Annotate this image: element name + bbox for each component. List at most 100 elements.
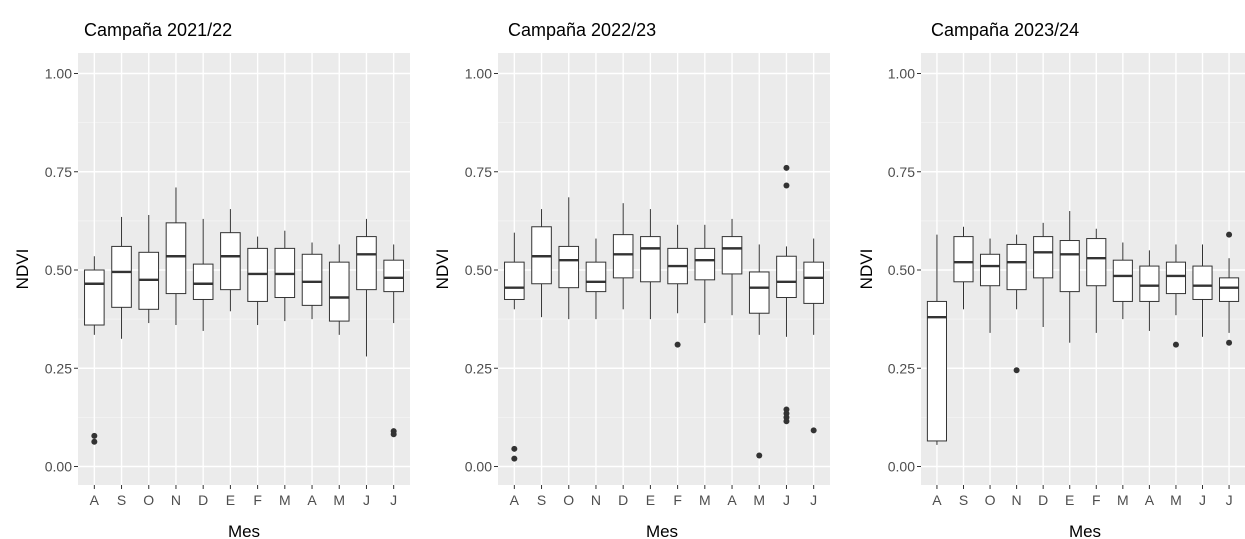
x-axis-title: Mes (1069, 522, 1101, 539)
box-body (1059, 240, 1080, 293)
outlier-point (783, 164, 790, 171)
box-body (776, 255, 797, 299)
outlier-point (810, 427, 817, 434)
box-body (1112, 259, 1133, 302)
panel-title: Campaña 2022/23 (508, 20, 656, 40)
panel-background (921, 53, 1245, 485)
box-body (585, 261, 607, 293)
x-tick-label: O (985, 492, 996, 508)
outlier-point (1226, 339, 1233, 346)
x-axis-title: Mes (646, 522, 678, 539)
box-7 (1086, 228, 1107, 333)
box-body (558, 245, 580, 289)
box-body (1033, 236, 1054, 279)
x-tick-label: J (390, 492, 397, 508)
box-1 (926, 234, 947, 445)
y-axis-title: NDVI (433, 249, 452, 290)
box-12 (803, 238, 824, 434)
panel-plot-area: 0.000.250.500.751.00A S O N D E F M A M J J (465, 53, 830, 508)
outlier-point (511, 455, 518, 462)
x-tick-label: A (307, 492, 317, 508)
box-12 (383, 244, 404, 438)
x-tick-label: J (1199, 492, 1206, 508)
outlier-point (390, 431, 397, 438)
y-tick-label: 0.00 (888, 459, 915, 475)
box-2 (111, 216, 132, 339)
box-9 (301, 242, 323, 320)
y-tick-label: 0.00 (45, 459, 72, 475)
box-body (383, 259, 404, 293)
box-7 (247, 236, 268, 326)
box-body (1192, 265, 1213, 300)
y-tick-label: 0.25 (465, 360, 492, 376)
x-axis-title: Mes (228, 522, 260, 539)
box-10 (328, 244, 350, 335)
box-body (504, 261, 525, 300)
x-tick-label: M (333, 492, 345, 508)
panel-title: Campaña 2021/22 (84, 20, 232, 40)
box-body (1139, 265, 1160, 302)
box-9 (721, 218, 743, 316)
x-tick-label: N (171, 492, 181, 508)
box-11 (1192, 244, 1213, 337)
panel-2023-24: 0.000.250.500.751.00A S O N D E F M A M J J Campaña… (857, 20, 1245, 539)
x-tick-label: E (646, 492, 655, 508)
x-tick-label: M (753, 492, 765, 508)
y-tick-label: 0.50 (888, 262, 915, 278)
x-tick-label: E (226, 492, 235, 508)
box-6 (1059, 211, 1080, 343)
box-body (1219, 277, 1240, 302)
box-body (165, 222, 187, 295)
box-5 (192, 218, 214, 331)
panel-title: Campaña 2023/24 (931, 20, 1079, 40)
y-tick-label: 0.25 (45, 360, 72, 376)
x-tick-label: F (673, 492, 682, 508)
box-body (192, 263, 214, 300)
box-body (748, 271, 770, 314)
box-body (612, 234, 634, 279)
x-tick-label: S (959, 492, 968, 508)
x-tick-label: A (932, 492, 942, 508)
x-tick-label: J (363, 492, 370, 508)
x-tick-label: J (810, 492, 817, 508)
box-5 (612, 203, 634, 310)
y-tick-label: 0.50 (465, 262, 492, 278)
x-tick-label: D (1038, 492, 1048, 508)
x-tick-label: A (510, 492, 520, 508)
y-tick-label: 1.00 (888, 66, 915, 82)
box-3 (138, 214, 160, 324)
y-tick-label: 1.00 (465, 66, 492, 82)
outlier-point (783, 418, 790, 425)
panel-background (78, 53, 410, 485)
y-axis-title: NDVI (13, 249, 32, 290)
x-tick-label: F (253, 492, 262, 508)
y-tick-label: 0.00 (465, 459, 492, 475)
outlier-point (1013, 367, 1020, 374)
x-tick-label: A (727, 492, 737, 508)
box-body (803, 261, 824, 304)
box-6 (220, 209, 241, 312)
panel-plot-area: 0.000.250.500.751.00A S O N D E F M A M J J (888, 53, 1245, 508)
box-body (721, 236, 743, 275)
box-body (111, 245, 132, 308)
y-tick-label: 0.75 (465, 164, 492, 180)
outlier-point (1226, 231, 1233, 238)
x-tick-label: O (563, 492, 574, 508)
x-tick-label: O (143, 492, 154, 508)
panel-2022-23: 0.000.250.500.751.00A S O N D E F M A M J J Campaña… (433, 20, 830, 539)
box-body (328, 261, 350, 322)
x-tick-label: E (1065, 492, 1074, 508)
box-10 (1165, 244, 1187, 348)
box-body (1006, 243, 1027, 291)
box-8 (274, 230, 296, 322)
x-tick-label: N (1012, 492, 1022, 508)
x-tick-label: D (198, 492, 208, 508)
y-tick-label: 0.75 (888, 164, 915, 180)
box-4 (585, 238, 607, 320)
outlier-point (511, 445, 518, 452)
box-body (640, 236, 661, 283)
y-tick-label: 1.00 (45, 66, 72, 82)
x-tick-label: M (279, 492, 291, 508)
box-12 (1219, 231, 1240, 346)
